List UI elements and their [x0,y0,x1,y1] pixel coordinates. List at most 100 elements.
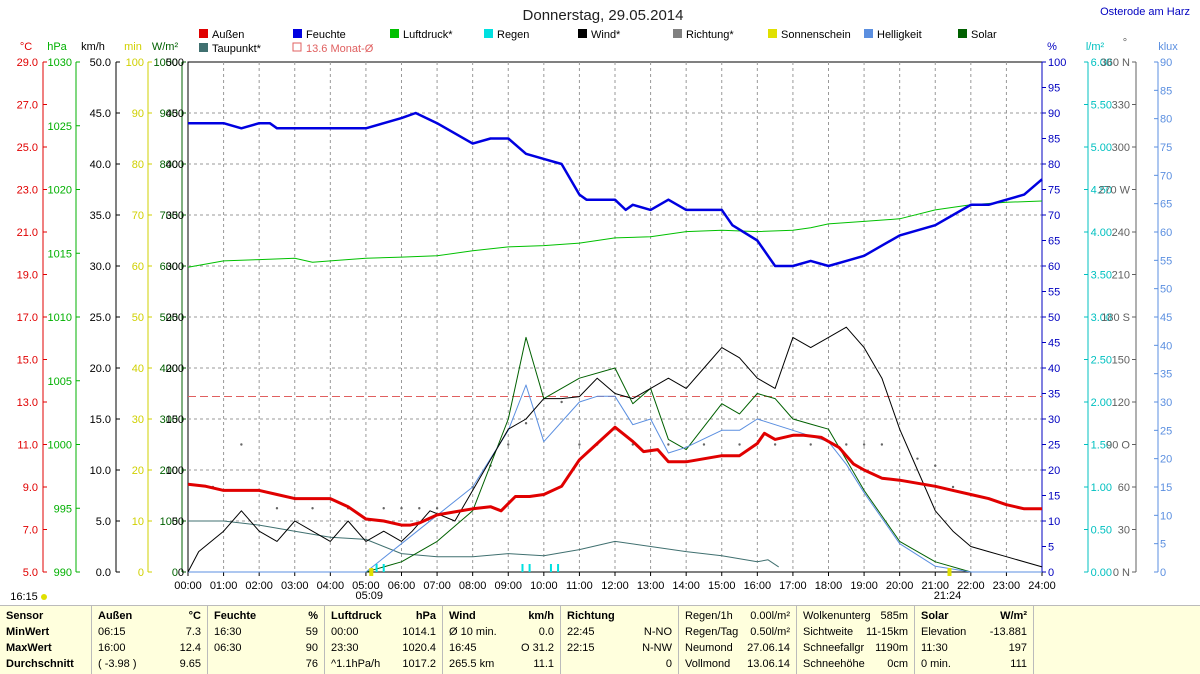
stats-solar-header: Solar [921,610,949,622]
tick-label: 25 [1048,440,1060,452]
grid [187,61,1043,573]
tick-label: 40 [132,363,144,375]
tick-label: 500 [160,312,178,324]
tick-label: 500 [166,57,184,69]
x-tick-label: 02:00 [245,580,273,592]
tick-label: 1.50 [1091,440,1112,452]
tick-label: 45 [1160,312,1172,324]
tick-label: 35.0 [90,210,111,222]
direction-dot [702,443,706,446]
tick-label: 20.0 [90,363,111,375]
tick-label: 0 [172,567,178,579]
direction-dot [951,485,955,489]
legend-label: Helligkeit [877,29,922,41]
direction-dot [934,464,937,467]
tick-label: 50 [1048,312,1060,324]
legend-label: Sonnenschein [781,29,851,41]
x-tick-label: 10:00 [530,580,558,592]
stats-solar-unit: W/m² [1000,610,1027,622]
tick-label: 25.0 [90,312,111,324]
stats-wind: Wind km/h Ø 10 min. 0.0 16:45 O 31.2 265.5 … [442,606,560,674]
stats-table: Sensor MinWert MaxWert Durchschnitt Auße… [0,605,1200,674]
stats-cell: 22:15 [567,642,595,654]
tick-label: 1.00 [1091,482,1112,494]
stats-cell: 197 [1008,642,1027,654]
tick-label: 0.0 [96,567,111,579]
tick-label: 75 [1160,142,1172,154]
stats-cell: 7.3 [185,626,201,638]
tick-label: 60 [132,261,144,273]
location-label: Osterode am Harz [1100,6,1190,18]
tick-label: 10 [132,516,144,528]
x-tick-label: 18:00 [815,580,843,592]
stats-cell: Schneehöhe [803,658,865,670]
series-line-auen [187,425,1042,527]
stats-cell: Neumond [685,642,733,654]
x-tick-label: 01:00 [210,580,238,592]
stats-cell: 1017.2 [402,658,436,670]
stats-cell: 265.5 km [449,658,495,670]
tick-label: 0 N [1113,567,1130,579]
tick-label: 50 [1160,284,1172,296]
stats-cell: 0.0 [538,626,554,638]
tick-label: 0 [138,567,144,579]
tick-label: 1010 [48,312,72,324]
direction-dot [382,507,385,510]
tick-label: 40 [1048,363,1060,375]
tick-label: 6.00 [1091,57,1112,69]
direction-dot [862,443,866,446]
tick-label: 4.00 [1091,227,1112,239]
stats-sensor-header: Sensor [6,610,44,622]
tick-label: 50.0 [90,57,111,69]
tick-label: 15.0 [17,355,38,367]
direction-dot [311,507,314,510]
tick-label: 15 [1048,491,1060,503]
stats-cell: 585m [880,610,908,622]
tick-label: 30 [1160,397,1172,409]
tick-label: 300 [160,414,178,426]
stats-cell: O 31.2 [520,642,554,654]
tick-label: 180 S [1101,312,1130,324]
stats-cell: 1190m [875,642,908,654]
tick-label: 65 [1160,199,1172,211]
current-time-marker [41,594,47,600]
tick-label: 85 [1160,85,1172,97]
direction-dot [507,443,510,446]
tick-label: 90 [132,108,144,120]
legend-swatch [673,29,682,38]
stats-cell: 0.00l/m² [750,610,790,622]
direction-dot [524,422,528,425]
stats-sensor: Sensor MinWert MaxWert Durchschnitt [0,606,90,674]
tick-label: 120 [1112,397,1130,409]
legend-swatch [578,29,587,38]
legend-swatch [390,29,399,38]
tick-label: 30 [1118,525,1130,537]
stats-richtung-header: Richtung [567,610,615,622]
markers: 05:09 21:24 16:15 [10,568,961,603]
rain-bar [557,564,560,572]
legend-swatch [864,29,873,38]
x-tick-label: 03:00 [281,580,309,592]
x-tick-label: 11:00 [566,580,593,592]
stats-regen: Regen/1h 0.00l/m² Regen/Tag 0.50l/m² Neumo… [678,606,796,674]
weather-chart: Donnerstag, 29.05.2014 Osterode am Harz … [10,6,1190,603]
tick-label: 90 [1160,57,1172,69]
tick-label: 150 [166,414,184,426]
tick-label: 25 [1160,425,1172,437]
tick-label: 10.0 [90,465,111,477]
tick-label: 800 [160,159,178,171]
axis-unit-pressure: hPa [47,41,67,53]
tick-label: 15.0 [90,414,111,426]
series-line-solar [188,336,1042,573]
stats-wind-header: Wind [449,610,476,622]
stats-solar: Solar W/m² Elevation -13.881 11:30 197 0 mi… [914,606,1033,674]
axis-headers: °C hPa km/h min W/m²% l/m² ° klux [20,37,1178,53]
stats-luftdruck: Luftdruck hPa 00:00 1014.1 23:30 1020.4 ^1.… [324,606,442,674]
tick-label: 100 [160,516,178,528]
stats-cell: 9.65 [179,658,201,670]
tick-label: 3.00 [1091,312,1112,324]
tick-label: 5.0 [96,516,111,528]
tick-label: 20 [132,465,144,477]
axis-unit-solar: W/m² [152,41,179,53]
stats-wolken: Wolkenunterg 585m Sichtweite 11-15km Schne… [796,606,914,674]
